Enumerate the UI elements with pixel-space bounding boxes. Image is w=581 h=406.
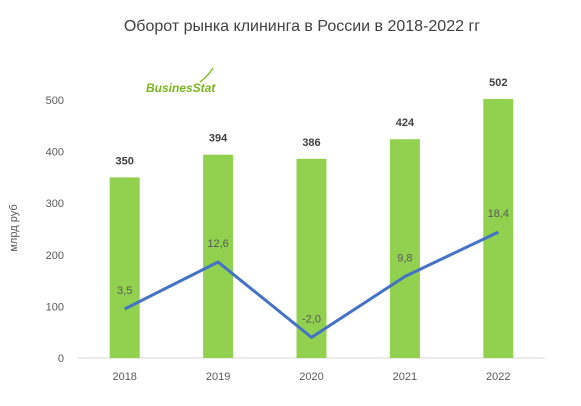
y-axis-label: млрд руб <box>8 204 20 251</box>
y-tick-label: 500 <box>46 95 64 107</box>
x-tick-label: 2019 <box>206 371 230 383</box>
growth-value-label: -2,0 <box>302 313 321 325</box>
y-tick-label: 200 <box>46 250 64 262</box>
bar-value-label: 386 <box>302 137 320 149</box>
bars <box>109 98 514 358</box>
chart-title: Оборот рынка клининга в России в 2018-20… <box>124 18 480 35</box>
x-tick-label: 2021 <box>393 371 417 383</box>
logo: BusinesStat <box>146 67 216 95</box>
x-tick-label: 2022 <box>486 371 510 383</box>
bar <box>389 139 420 358</box>
bar-value-label: 424 <box>396 117 415 129</box>
bar <box>203 154 234 358</box>
logo-text: BusinesStat <box>146 81 216 95</box>
bar-value-label: 502 <box>489 77 507 89</box>
bar-value-label: 394 <box>209 133 228 145</box>
bar <box>483 98 514 358</box>
y-tick-label: 100 <box>46 301 64 313</box>
x-tick-label: 2018 <box>112 371 136 383</box>
bar <box>296 158 327 358</box>
growth-value-label: 9,8 <box>397 252 412 264</box>
bar <box>109 177 140 358</box>
growth-value-label: 3,5 <box>117 285 132 297</box>
logo-swoosh-icon <box>199 67 214 83</box>
x-axis-ticks: 2018 2019 2020 2021 2022 <box>112 371 510 383</box>
y-axis-ticks: 0 100 200 300 400 500 <box>46 95 64 365</box>
bar-value-label: 350 <box>116 155 134 167</box>
y-tick-label: 400 <box>46 147 64 159</box>
growth-line-series <box>124 230 499 339</box>
growth-value-label: 18,4 <box>488 208 509 220</box>
y-tick-label: 0 <box>58 353 64 365</box>
growth-labels: 3,5 12,6 -2,0 9,8 18,4 <box>117 208 509 325</box>
growth-value-label: 12,6 <box>207 238 228 250</box>
y-tick-label: 300 <box>46 198 64 210</box>
bar-value-labels: 350 394 386 424 502 <box>116 77 508 167</box>
x-tick-label: 2020 <box>299 371 323 383</box>
